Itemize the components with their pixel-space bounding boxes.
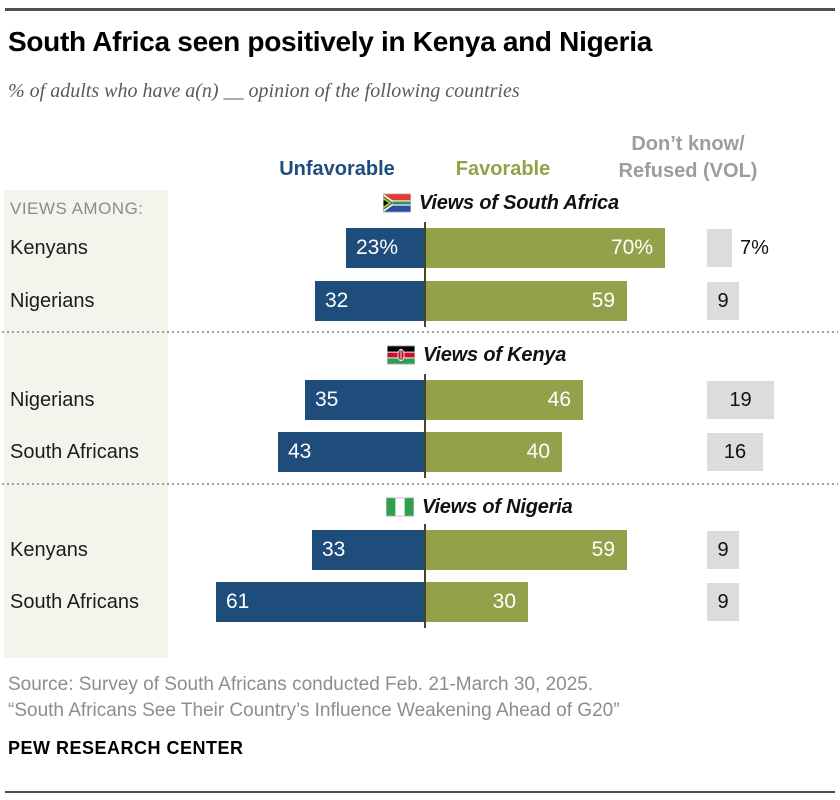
- favorable-value: 59: [591, 538, 615, 561]
- dk-bar: 16: [707, 433, 763, 471]
- legend-dk-refused: Don’t know/ Refused (VOL): [588, 131, 788, 185]
- favorable-bar: 46: [425, 380, 583, 420]
- unfavorable-bar: 33: [312, 530, 425, 570]
- views-among-label: VIEWS AMONG:: [10, 199, 144, 218]
- bottom-rule: [5, 791, 835, 793]
- row-label: Kenyans: [10, 538, 88, 561]
- source-line: Source: Survey of South Africans conduct…: [8, 674, 594, 695]
- section-divider: [2, 483, 838, 485]
- dk-value: 9: [717, 538, 729, 561]
- favorable-bar: 59: [425, 530, 627, 570]
- unfavorable-value: 32: [325, 289, 349, 312]
- pew-research-center-brand: PEW RESEARCH CENTER: [8, 738, 244, 758]
- unfavorable-value: 33: [322, 538, 346, 561]
- unfavorable-bar: 35: [305, 380, 425, 420]
- unfavorable-value: 35: [315, 388, 339, 411]
- legend-dk-line1: Don’t know/: [631, 133, 745, 155]
- legend-dk-line2: Refused (VOL): [618, 160, 758, 182]
- favorable-value: 70%: [610, 236, 653, 259]
- favorable-bar: 59: [425, 281, 627, 321]
- views-among-panel: [4, 190, 168, 658]
- center-axis-line: [424, 222, 426, 327]
- report-title-line: “South Africans See Their Country’s Infl…: [8, 700, 620, 721]
- dk-value: 19: [729, 388, 752, 411]
- legend-unfavorable: Unfavorable: [279, 158, 395, 180]
- section-header: Views of Nigeria: [386, 495, 573, 519]
- row-label: South Africans: [10, 590, 139, 613]
- dk-value: 9: [717, 590, 729, 613]
- row-label: Kenyans: [10, 236, 88, 259]
- unfavorable-bar: 43: [278, 432, 425, 472]
- favorable-value: 46: [547, 388, 571, 411]
- flag-icon-kenya: [387, 345, 415, 365]
- unfavorable-value: 61: [226, 590, 250, 613]
- dk-value: 7%: [740, 236, 769, 259]
- center-axis-line: [424, 524, 426, 628]
- dk-value: 16: [723, 440, 747, 463]
- dk-bar: [707, 229, 732, 267]
- chart-title: South Africa seen positively in Kenya an…: [8, 26, 652, 57]
- unfavorable-value: 23%: [356, 236, 399, 259]
- dk-bar: 9: [707, 282, 739, 320]
- center-axis-line: [424, 374, 426, 478]
- section-title: Views of Nigeria: [422, 495, 573, 518]
- flag-icon-south-africa: [383, 193, 411, 213]
- section-title: Views of Kenya: [423, 343, 567, 366]
- favorable-value: 40: [526, 440, 550, 463]
- favorable-bar: 30: [425, 582, 528, 622]
- row-label: South Africans: [10, 440, 139, 463]
- favorable-bar: 70%: [425, 228, 665, 268]
- dk-bar: 9: [707, 583, 739, 621]
- unfavorable-bar: 23%: [346, 228, 425, 268]
- section-header: Views of Kenya: [387, 343, 566, 367]
- dk-value: 9: [717, 289, 729, 312]
- favorable-value: 59: [591, 289, 615, 312]
- favorable-bar: 40: [425, 432, 562, 472]
- top-rule: [5, 8, 835, 11]
- unfavorable-bar: 61: [216, 582, 425, 622]
- legend-favorable: Favorable: [455, 158, 551, 180]
- dk-bar: 19: [707, 381, 774, 419]
- dk-bar: 9: [707, 531, 739, 569]
- section-title: Views of South Africa: [419, 191, 619, 214]
- section-header: Views of South Africa: [383, 191, 619, 215]
- chart-subtitle: % of adults who have a(n) __ opinion of …: [8, 80, 520, 102]
- unfavorable-bar: 32: [315, 281, 425, 321]
- unfavorable-value: 43: [288, 440, 312, 463]
- section-divider: [2, 331, 838, 333]
- flag-icon-nigeria: [386, 497, 414, 517]
- row-label: Nigerians: [10, 388, 95, 411]
- favorable-value: 30: [492, 590, 516, 613]
- row-label: Nigerians: [10, 289, 95, 312]
